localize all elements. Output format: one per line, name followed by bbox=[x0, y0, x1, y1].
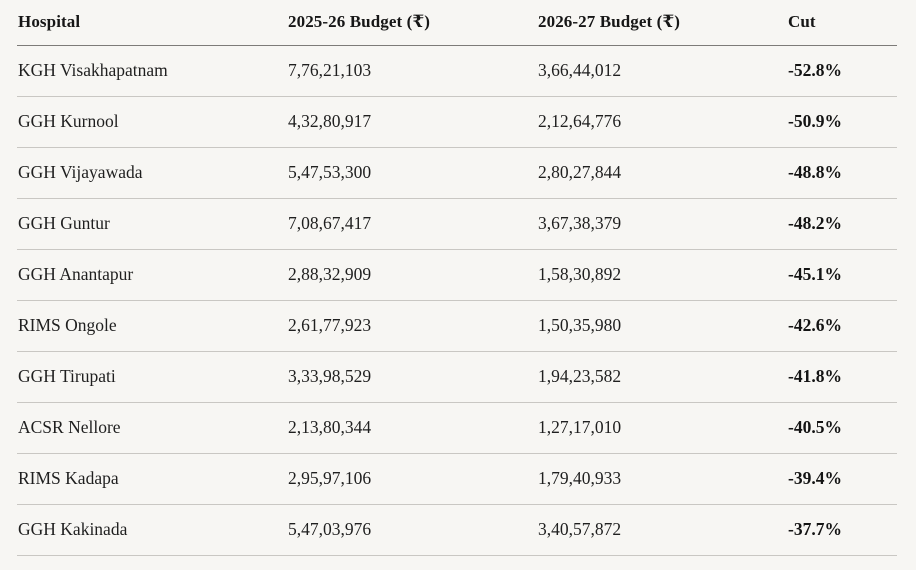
budget-2026-27-cell: 3,67,38,379 bbox=[537, 198, 787, 250]
budget-2026-27-cell: 1,79,40,933 bbox=[537, 453, 787, 505]
budget-2025-26-cell: 4,32,80,917 bbox=[287, 96, 537, 148]
budget-2026-27-cell: 1,58,30,892 bbox=[537, 249, 787, 301]
cut-cell: -48.8% bbox=[787, 147, 897, 199]
table-row: KGH Visakhapatnam 7,76,21,103 3,66,44,012-… bbox=[17, 45, 897, 97]
budget-2026-27-cell: 3,66,44,012 bbox=[537, 45, 787, 97]
cut-cell: -41.8% bbox=[787, 351, 897, 403]
table-row: ACSR Nellore 2,13,80,344 1,27,17,010 -40.5% bbox=[17, 402, 897, 454]
col-header-hospital: Hospital bbox=[17, 0, 287, 46]
hospital-cell: RIMS Ongole bbox=[17, 300, 287, 352]
hospital-cell: RIMS Kadapa bbox=[17, 453, 287, 505]
hospital-cell: GGH Kakinada bbox=[17, 504, 287, 556]
table-row: GGH Anantapur 2,88,32,909 1,58,30,892 -45.1… bbox=[17, 249, 897, 301]
table-body: KGH Visakhapatnam 7,76,21,103 3,66,44,012-… bbox=[17, 45, 897, 556]
budget-2025-26-cell: 2,95,97,106 bbox=[287, 453, 537, 505]
cut-cell: -52.8% bbox=[787, 45, 897, 97]
table-row: GGH Vijayawada 5,47,53,300 2,80,27,844 -48.… bbox=[17, 147, 897, 199]
cut-cell: -50.9% bbox=[787, 96, 897, 148]
budget-2026-27-cell: 1,50,35,980 bbox=[537, 300, 787, 352]
hospital-cell: ACSR Nellore bbox=[17, 402, 287, 454]
budget-2025-26-cell: 7,08,67,417 bbox=[287, 198, 537, 250]
col-header-budget-2025-26: 2025-26 Budget (₹) bbox=[287, 0, 537, 46]
cut-cell: -39.4% bbox=[787, 453, 897, 505]
budget-2026-27-cell: 1,94,23,582 bbox=[537, 351, 787, 403]
table-row: RIMS Ongole 2,61,77,923 1,50,35,980 -42.6% bbox=[17, 300, 897, 352]
budget-2025-26-cell: 2,13,80,344 bbox=[287, 402, 537, 454]
hospital-cell: KGH Visakhapatnam bbox=[17, 45, 287, 97]
hospital-cell: GGH Guntur bbox=[17, 198, 287, 250]
hospital-cell: GGH Tirupati bbox=[17, 351, 287, 403]
budget-2025-26-cell: 2,88,32,909 bbox=[287, 249, 537, 301]
budget-2026-27-cell: 1,27,17,010 bbox=[537, 402, 787, 454]
budget-2025-26-cell: 5,47,53,300 bbox=[287, 147, 537, 199]
header-row: Hospital 2025-26 Budget (₹) 2026-27 Budg… bbox=[17, 0, 897, 46]
table-row: GGH Kurnool 4,32,80,917 2,12,64,776 -50.9% bbox=[17, 96, 897, 148]
cut-cell: -37.7% bbox=[787, 504, 897, 556]
hospital-cell: GGH Kurnool bbox=[17, 96, 287, 148]
cut-cell: -42.6% bbox=[787, 300, 897, 352]
col-header-budget-2026-27: 2026-27 Budget (₹) bbox=[537, 0, 787, 46]
hospital-budget-table: Hospital 2025-26 Budget (₹) 2026-27 Budg… bbox=[17, 0, 897, 556]
hospital-cell: GGH Vijayawada bbox=[17, 147, 287, 199]
cut-cell: -48.2% bbox=[787, 198, 897, 250]
budget-2025-26-cell: 7,76,21,103 bbox=[287, 45, 537, 97]
table-row: GGH Guntur 7,08,67,417 3,67,38,379 -48.2% bbox=[17, 198, 897, 250]
budget-2025-26-cell: 5,47,03,976 bbox=[287, 504, 537, 556]
cut-cell: -40.5% bbox=[787, 402, 897, 454]
budget-2026-27-cell: 3,40,57,872 bbox=[537, 504, 787, 556]
hospital-cell: GGH Anantapur bbox=[17, 249, 287, 301]
col-header-cut: Cut bbox=[787, 0, 897, 46]
budget-2026-27-cell: 2,80,27,844 bbox=[537, 147, 787, 199]
table-row: GGH Tirupati 3,33,98,529 1,94,23,582 -41.8% bbox=[17, 351, 897, 403]
budget-2025-26-cell: 3,33,98,529 bbox=[287, 351, 537, 403]
table-row: RIMS Kadapa 2,95,97,106 1,79,40,933 -39.4% bbox=[17, 453, 897, 505]
budget-2026-27-cell: 2,12,64,776 bbox=[537, 96, 787, 148]
budget-2025-26-cell: 2,61,77,923 bbox=[287, 300, 537, 352]
table-row: GGH Kakinada 5,47,03,976 3,40,57,872 -37.7% bbox=[17, 504, 897, 556]
table-header: Hospital 2025-26 Budget (₹) 2026-27 Budg… bbox=[17, 0, 897, 46]
cut-cell: -45.1% bbox=[787, 249, 897, 301]
